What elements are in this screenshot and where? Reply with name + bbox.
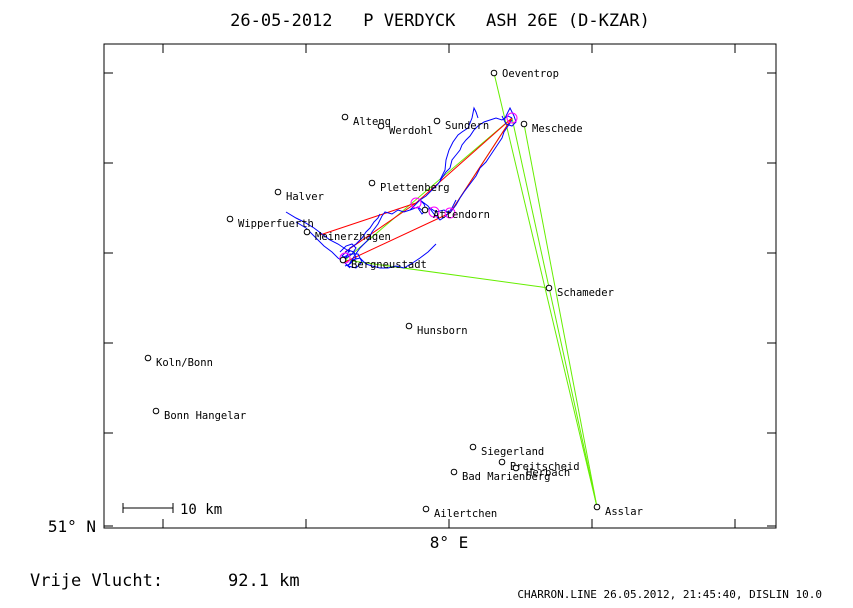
map-frame xyxy=(103,43,777,529)
waypoint: Oeventrop xyxy=(490,68,559,80)
waypoint-marker xyxy=(341,113,349,121)
latitude-label: 51° N xyxy=(48,517,96,536)
waypoint: Meinerzhagen xyxy=(303,228,391,243)
waypoint-marker xyxy=(498,458,506,466)
waypoint-label: Siegerland xyxy=(481,446,544,458)
waypoint-marker xyxy=(377,122,385,130)
waypoint-marker xyxy=(421,206,429,214)
waypoint-marker xyxy=(405,322,413,330)
waypoint-label: Bonn Hangelar xyxy=(164,410,246,422)
waypoint: Bad Marienberg xyxy=(450,468,551,483)
waypoint: Siegerland xyxy=(469,443,544,458)
waypoint: Sundern xyxy=(433,117,489,132)
waypoint-label: Herbach xyxy=(526,467,570,479)
waypoint: Herbach xyxy=(512,464,570,479)
waypoint: Breitscheid xyxy=(498,458,580,473)
waypoint: Werdohl xyxy=(377,122,433,137)
waypoint-label: Sundern xyxy=(445,120,489,132)
waypoint: Meschede xyxy=(520,120,583,135)
axis-ticks xyxy=(104,44,776,528)
waypoint: Halver xyxy=(274,188,324,203)
waypoint-marker xyxy=(144,354,152,362)
waypoint-label: Asslar xyxy=(605,506,643,518)
waypoint-label: Schameder xyxy=(557,287,614,299)
waypoint-label: Attendorn xyxy=(433,209,490,221)
waypoint-marker xyxy=(433,117,441,125)
waypoint-label: Bergneustadt xyxy=(351,259,427,271)
waypoint-label: Bad Marienberg xyxy=(462,471,551,483)
waypoint-label: Oeventrop xyxy=(502,68,559,80)
waypoint-marker xyxy=(593,503,601,511)
waypoint-label: Ailertchen xyxy=(434,508,497,520)
waypoint-marker xyxy=(490,69,498,77)
waypoint-label: Koln/Bonn xyxy=(156,357,213,369)
waypoint-marker xyxy=(303,228,311,236)
scale-bar xyxy=(122,503,174,513)
waypoint-marker xyxy=(422,505,430,513)
longitude-label: 8° E xyxy=(430,533,469,552)
waypoint: Schameder xyxy=(545,284,614,299)
waypoint-label: Breitscheid xyxy=(510,461,580,473)
waypoint-label: Hunsborn xyxy=(417,325,468,337)
waypoint: Asslar xyxy=(593,503,643,518)
distance-value: 92.1 km xyxy=(228,571,300,591)
waypoint-label: Alteng xyxy=(353,116,391,128)
waypoint-marker xyxy=(545,284,553,292)
turnpoint-circles xyxy=(339,112,518,264)
distance-label: Vrije Vlucht: xyxy=(30,571,163,591)
waypoint: Hunsborn xyxy=(405,322,468,337)
waypoint: Attendorn xyxy=(421,206,490,221)
waypoint-label: Plettenberg xyxy=(380,182,450,194)
waypoint-label: Werdohl xyxy=(389,125,433,137)
waypoint-marker xyxy=(274,188,282,196)
waypoint-marker xyxy=(368,179,376,187)
waypoint: Bonn Hangelar xyxy=(152,407,246,422)
waypoint-marker xyxy=(226,215,234,223)
waypoint-label: Halver xyxy=(286,191,324,203)
waypoint-label: Meinerzhagen xyxy=(315,231,391,243)
waypoint: Ailertchen xyxy=(422,505,497,520)
footer-credit: CHARRON.LINE 26.05.2012, 21:45:40, DISLI… xyxy=(517,588,822,601)
waypoint-label: Wipperfuerth xyxy=(238,218,314,230)
waypoint-marker xyxy=(152,407,160,415)
waypoint: Koln/Bonn xyxy=(144,354,213,369)
waypoint-marker xyxy=(339,256,347,264)
waypoint-marker xyxy=(469,443,477,451)
chart-title: 26-05-2012 P VERDYCK ASH 26E (D-KZAR) xyxy=(230,11,650,31)
waypoint: Plettenberg xyxy=(368,179,450,194)
waypoint-label: Meschede xyxy=(532,123,583,135)
waypoint-marker xyxy=(512,464,520,472)
waypoint-marker xyxy=(450,468,458,476)
scale-bar-label: 10 km xyxy=(180,502,222,518)
waypoint: Bergneustadt xyxy=(339,256,427,271)
waypoint: Wipperfuerth xyxy=(226,215,314,230)
waypoint-marker xyxy=(520,120,528,128)
